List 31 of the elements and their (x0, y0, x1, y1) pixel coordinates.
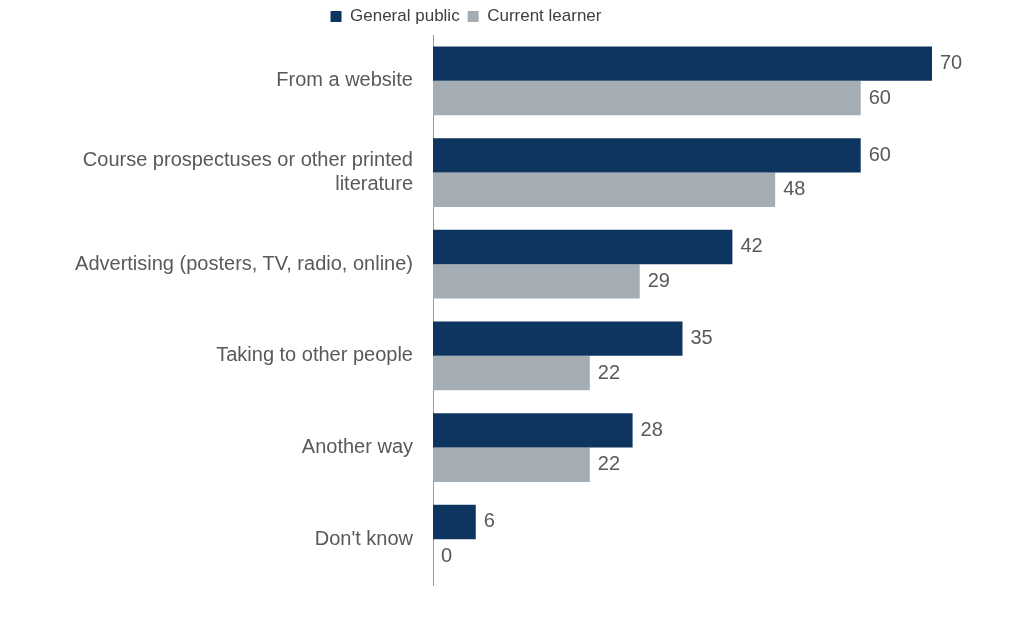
bar (433, 80, 861, 116)
bar (433, 355, 590, 391)
data-label: 60 (868, 142, 891, 165)
bar (433, 321, 683, 356)
legend-label: General public (350, 6, 461, 26)
data-label: 70 (940, 51, 963, 74)
bar (433, 172, 776, 207)
data-label: 29 (647, 268, 670, 291)
bar (433, 138, 861, 173)
bar (433, 447, 590, 482)
bar (433, 264, 640, 299)
y-tick-label: Advertising (posters, TV, radio, online) (75, 251, 413, 274)
y-tick-label: Taking to other people (216, 343, 413, 366)
data-label: 60 (868, 85, 891, 108)
data-label: 48 (783, 177, 806, 200)
bar (433, 46, 932, 81)
bar (433, 413, 633, 448)
data-label: 22 (597, 452, 621, 475)
data-label: 0 (441, 543, 453, 566)
bar (433, 229, 733, 265)
legend-label: Current learner (487, 6, 602, 26)
y-tick-label: Another way (301, 435, 413, 458)
data-label: 42 (740, 234, 763, 257)
data-label: 35 (690, 326, 713, 349)
bar (433, 504, 476, 540)
y-tick-label: Don't know (314, 526, 414, 549)
y-tick-label: From a website (276, 68, 413, 91)
data-label: 28 (640, 417, 663, 440)
data-label: 6 (483, 509, 495, 532)
y-tick-label: Course prospectuses or other printed literature (82, 148, 413, 195)
data-label: 22 (597, 360, 621, 383)
